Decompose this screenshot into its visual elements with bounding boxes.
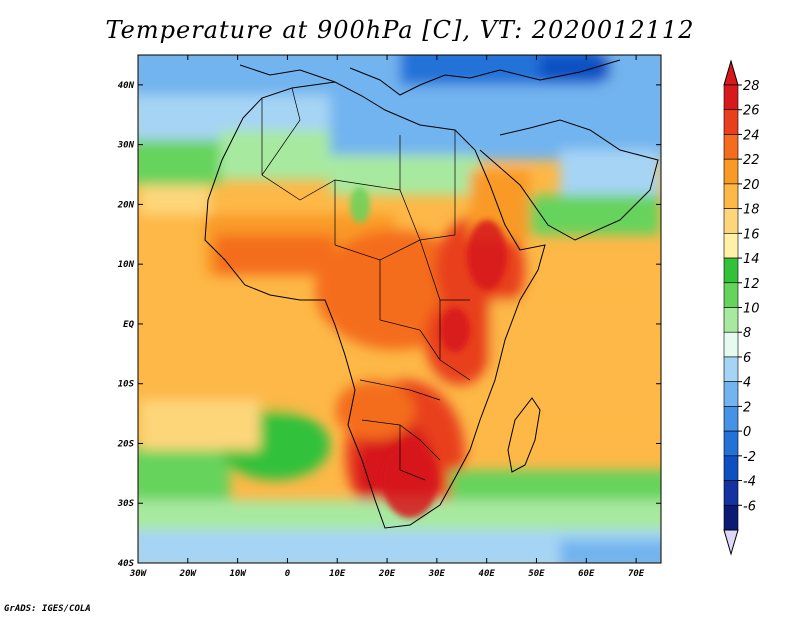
latitude-ticks: 40N 30N 20N 10N EQ 10S 20S 30S 40S xyxy=(117,81,661,569)
colorbar-swatch xyxy=(723,208,739,234)
europe-coastline xyxy=(239,59,621,96)
colorbar-swatch xyxy=(723,331,739,358)
lat-tick-label: 10S xyxy=(118,380,135,390)
colorbar-bottom-arrow xyxy=(723,529,739,556)
lon-tick-label: 30E xyxy=(428,569,446,579)
africa-coastline xyxy=(204,81,546,529)
lon-tick-label: 70E xyxy=(628,569,645,579)
borders xyxy=(261,87,471,481)
lon-tick-label: 10E xyxy=(329,569,346,579)
colorbar-label: 2 xyxy=(743,400,751,415)
coastlines xyxy=(204,59,659,529)
colorbar-label: 16 xyxy=(743,227,760,242)
lon-tick-label: 30W xyxy=(129,569,148,579)
colorbar-label: 18 xyxy=(743,203,760,218)
lon-tick-label: 60E xyxy=(578,569,595,579)
colorbar-label: -2 xyxy=(743,450,756,465)
colorbar-swatch xyxy=(723,257,739,284)
colorbar-swatch xyxy=(723,356,739,382)
colorbar-label: 14 xyxy=(743,252,760,267)
map-title: Temperature at 900hPa [C], VT: 202001211… xyxy=(105,16,695,44)
colorbar-label: 20 xyxy=(743,178,760,193)
colorbar-label: 10 xyxy=(743,302,760,317)
lat-tick-label: 20S xyxy=(117,439,135,449)
lat-tick-label: 20N xyxy=(117,200,135,210)
colorbar-label: -4 xyxy=(743,475,756,490)
lon-tick-label: 20W xyxy=(179,569,198,579)
colorbar-swatch xyxy=(723,504,739,531)
lat-tick-label: 30S xyxy=(117,499,135,509)
colorbar-label: 4 xyxy=(743,376,751,391)
colorbar-swatch xyxy=(723,134,739,160)
colorbar-swatch xyxy=(723,307,739,333)
lat-tick-label: 10N xyxy=(118,260,135,270)
lon-tick-label: 40E xyxy=(479,569,496,579)
colorbar-label: 22 xyxy=(743,153,760,168)
colorbar-top-arrow xyxy=(723,59,739,86)
colorbar-swatch xyxy=(723,455,739,481)
temperature-field xyxy=(138,55,661,563)
colorbar-label: 12 xyxy=(743,277,760,292)
colorbar-swatch xyxy=(723,84,739,111)
credit-label: GrADS: IGES/COLA xyxy=(4,604,91,614)
colorbar-label: 28 xyxy=(743,79,760,94)
arabia-coastline xyxy=(479,119,659,241)
colorbar-swatch xyxy=(723,430,739,457)
lon-tick-label: 10W xyxy=(229,569,247,579)
colorbar-label: 8 xyxy=(743,326,751,341)
lat-tick-label: 40S xyxy=(118,559,135,569)
colorbar-swatch xyxy=(723,158,739,185)
colorbar-swatch xyxy=(723,233,739,259)
colorbar-label: 26 xyxy=(743,104,760,119)
lat-tick-label: EQ xyxy=(123,320,134,330)
colorbar-swatch xyxy=(723,381,739,407)
colorbar-label: 24 xyxy=(743,128,760,143)
colorbar-label: -6 xyxy=(743,499,756,514)
colorbar-swatch xyxy=(723,480,739,506)
lon-tick-label: 20E xyxy=(378,569,396,579)
colorbar-label: 6 xyxy=(743,351,751,366)
lon-tick-label: 50E xyxy=(528,569,545,579)
lon-tick-label: 0 xyxy=(285,569,291,579)
madagascar-coastline xyxy=(507,397,541,473)
colorbar-swatch xyxy=(723,109,739,135)
lat-tick-label: 30N xyxy=(117,141,135,151)
longitude-ticks: 30W 20W 10W 0 10E 20E 30E 40E 50E 60E 70E xyxy=(129,55,645,579)
plot-frame xyxy=(137,54,662,564)
colorbar-swatch xyxy=(723,183,739,209)
lat-tick-label: 40N xyxy=(118,81,135,91)
colorbar-swatch xyxy=(723,406,739,432)
colorbar-swatch xyxy=(723,282,739,308)
colorbar-label: 0 xyxy=(743,425,751,440)
